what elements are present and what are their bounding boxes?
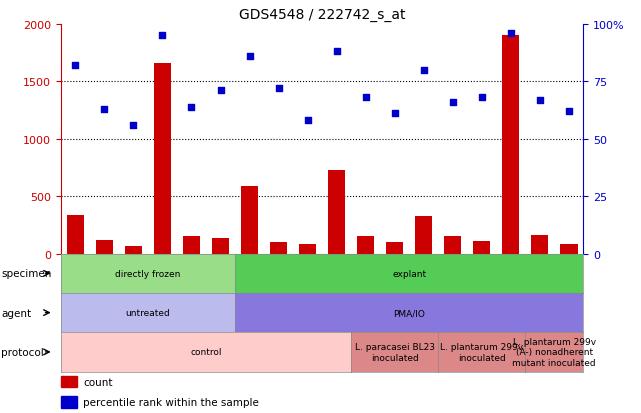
Bar [502,36,519,254]
Bar [67,215,84,254]
Bar [386,242,403,254]
Text: L. plantarum 299v
(A-) nonadherent
mutant inoculated: L. plantarum 299v (A-) nonadherent mutan… [512,337,596,367]
Text: agent: agent [1,308,31,318]
Text: percentile rank within the sample: percentile rank within the sample [83,397,259,407]
Bar [357,237,374,254]
Point [244,54,254,60]
Bar [270,242,287,254]
Text: L. plantarum 299v
inoculated: L. plantarum 299v inoculated [440,342,523,362]
Point [274,85,284,92]
Bar [473,241,490,254]
Point [419,67,429,74]
Text: protocol: protocol [1,347,44,357]
Point [157,33,167,40]
Text: control: control [190,348,222,356]
Bar [560,245,578,254]
Point [71,63,81,69]
Point [563,109,574,115]
Text: explant: explant [392,269,426,278]
Text: specimen: specimen [1,268,51,279]
Bar [125,246,142,254]
Bar [299,245,316,254]
Text: untreated: untreated [126,309,171,317]
Point [331,49,342,56]
Bar [415,216,433,254]
Bar [328,170,345,254]
Text: PMA/IO: PMA/IO [393,309,425,317]
Point [360,95,370,102]
Text: count: count [83,377,113,387]
Bar [531,236,549,254]
Bar [61,376,77,387]
Point [303,118,313,124]
Point [187,104,197,111]
Point [447,100,458,106]
Bar [96,240,113,254]
Point [128,122,138,129]
Point [215,88,226,95]
Bar [61,396,77,408]
Point [99,106,110,113]
Bar [183,237,200,254]
Bar [154,64,171,254]
Point [390,111,400,117]
Point [477,95,487,102]
Bar [241,186,258,254]
Point [535,97,545,104]
Text: L. paracasei BL23
inoculated: L. paracasei BL23 inoculated [354,342,435,362]
Point [506,31,516,37]
Text: directly frozen: directly frozen [115,269,181,278]
Title: GDS4548 / 222742_s_at: GDS4548 / 222742_s_at [239,8,405,22]
Bar [212,238,229,254]
Bar [444,237,462,254]
